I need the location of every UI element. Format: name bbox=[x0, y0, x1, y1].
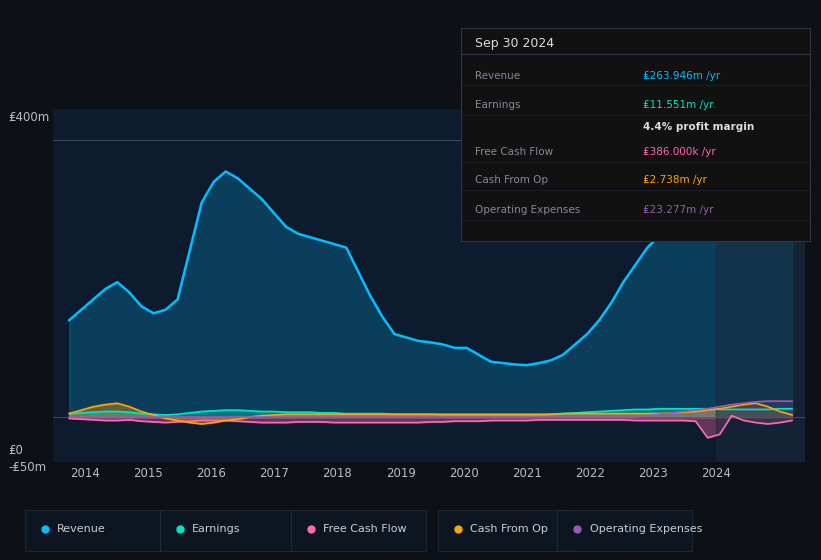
Text: ₤400m: ₤400m bbox=[8, 111, 49, 124]
Text: Revenue: Revenue bbox=[475, 71, 521, 81]
Text: Free Cash Flow: Free Cash Flow bbox=[475, 147, 553, 157]
Text: Cash From Op: Cash From Op bbox=[470, 524, 548, 534]
Text: ₤23.277m /yr: ₤23.277m /yr bbox=[643, 204, 713, 214]
FancyBboxPatch shape bbox=[159, 510, 295, 551]
Text: 4.4% profit margin: 4.4% profit margin bbox=[643, 122, 754, 132]
FancyBboxPatch shape bbox=[438, 510, 572, 551]
Text: -₤50m: -₤50m bbox=[8, 461, 46, 474]
Text: Earnings: Earnings bbox=[192, 524, 241, 534]
Text: ₤0: ₤0 bbox=[8, 444, 23, 458]
Text: Operating Expenses: Operating Expenses bbox=[589, 524, 702, 534]
Text: ₤2.738m /yr: ₤2.738m /yr bbox=[643, 175, 707, 185]
FancyBboxPatch shape bbox=[291, 510, 426, 551]
Text: ₤11.551m /yr: ₤11.551m /yr bbox=[643, 100, 713, 110]
Text: ₤386.000k /yr: ₤386.000k /yr bbox=[643, 147, 716, 157]
Text: Earnings: Earnings bbox=[475, 100, 521, 110]
FancyBboxPatch shape bbox=[25, 510, 159, 551]
Text: Revenue: Revenue bbox=[57, 524, 106, 534]
Text: Cash From Op: Cash From Op bbox=[475, 175, 548, 185]
Text: Sep 30 2024: Sep 30 2024 bbox=[475, 36, 554, 49]
Text: Free Cash Flow: Free Cash Flow bbox=[323, 524, 407, 534]
Text: ₤263.946m /yr: ₤263.946m /yr bbox=[643, 71, 720, 81]
Text: Operating Expenses: Operating Expenses bbox=[475, 204, 580, 214]
Bar bbox=[716, 109, 805, 462]
FancyBboxPatch shape bbox=[557, 510, 692, 551]
